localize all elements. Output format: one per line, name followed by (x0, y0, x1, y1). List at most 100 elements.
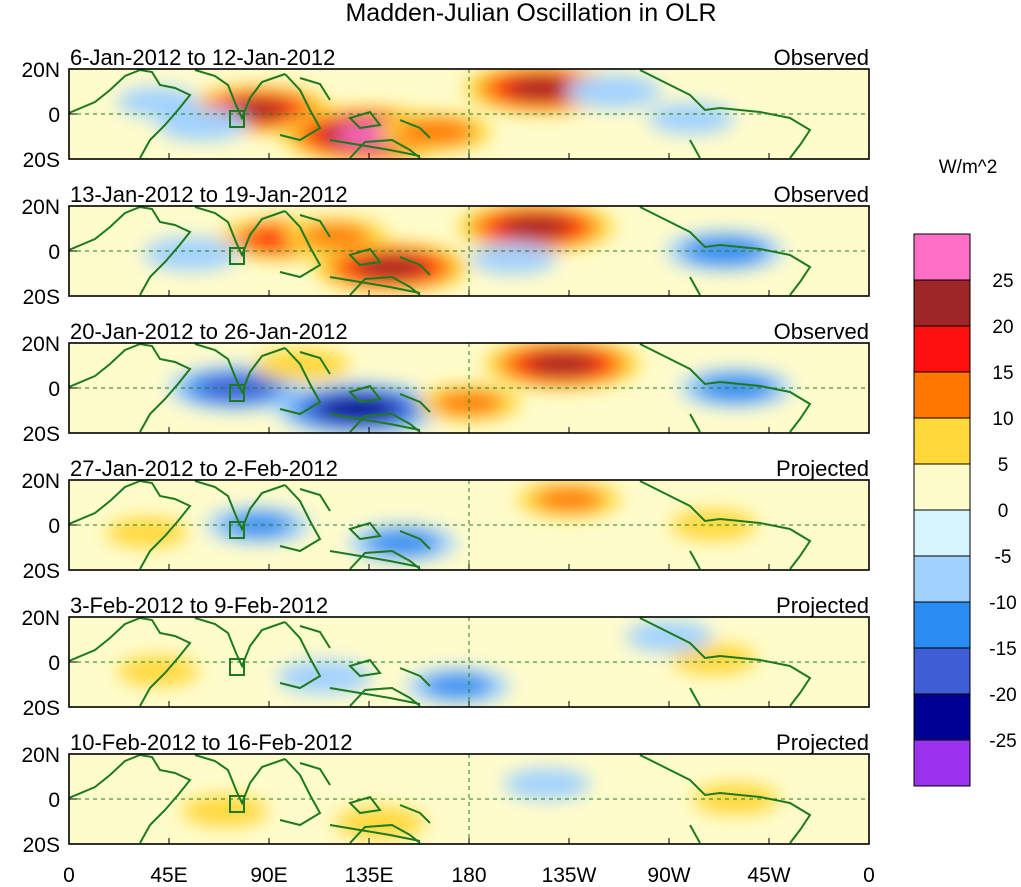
olr-anomaly (116, 87, 199, 117)
olr-anomaly (156, 108, 248, 141)
index-box (229, 110, 245, 128)
olr-anomaly (534, 487, 604, 512)
coastline (69, 69, 812, 159)
colorbar-units-label: W/m^2 (939, 157, 998, 178)
colorbar-label: 15 (992, 363, 1013, 384)
lat-tick-label: 20S (23, 149, 60, 172)
lat-tick-label: 0 (48, 515, 60, 538)
map-panel: 20N 0 20S 6-Jan-2012 to 12-Jan-2012 Observed (21, 45, 870, 172)
olr-anomaly (648, 102, 735, 135)
lat-tick-label: 20N (21, 196, 60, 219)
lon-tick-label: 135E (344, 864, 393, 887)
lat-tick-label: 20S (23, 697, 60, 720)
panel-status: Observed (774, 319, 869, 344)
olr-anomaly (670, 643, 757, 675)
olr-anomaly (181, 795, 268, 827)
colorbar-swatch (913, 555, 971, 603)
olr-anomaly (395, 118, 476, 146)
index-box (229, 247, 245, 265)
coastline (69, 617, 812, 707)
panel-date-range: 10-Feb-2012 to 16-Feb-2012 (70, 730, 353, 755)
olr-anomaly (565, 74, 662, 109)
panel-date-range: 27-Jan-2012 to 2-Feb-2012 (70, 456, 338, 481)
olr-anomaly (254, 348, 350, 383)
lat-tick-label: 0 (48, 652, 60, 675)
olr-anomaly (470, 242, 557, 275)
lat-tick-label: 0 (48, 789, 60, 812)
lon-tick-label: 90W (647, 864, 690, 887)
olr-anomaly (527, 352, 598, 376)
colorbar-swatch (913, 279, 971, 327)
panel-status: Projected (776, 730, 869, 755)
olr-field (69, 69, 869, 159)
colorbar-swatch (913, 739, 971, 787)
figure-title: Madden-Julian Oscillation in OLR (345, 0, 716, 27)
olr-anomaly (301, 224, 371, 248)
colorbar-label: 25 (992, 271, 1013, 292)
colorbar: W/m^2 25 20 15 10 5 0 -5 -10 -15 -20 -25 (913, 157, 1017, 787)
olr-anomaly (143, 237, 239, 271)
lon-axis: 0 45E 90E 135E 180 135W 90W 45W 0 (63, 864, 875, 887)
map-panels: 20N 0 20S 6-Jan-2012 to 12-Jan-2012 Observed… (21, 45, 870, 857)
panel-date-range: 6-Jan-2012 to 12-Jan-2012 (70, 45, 335, 70)
colorbar-swatch (913, 463, 971, 511)
panel-status: Projected (776, 456, 869, 481)
colorbar-label: 10 (992, 409, 1013, 430)
colorbar-label: -15 (989, 639, 1016, 660)
lon-tick-label: 45W (747, 864, 790, 887)
colorbar-swatch (913, 371, 971, 419)
olr-anomaly (500, 215, 571, 239)
colorbar-swatch (913, 509, 971, 557)
olr-anomaly (503, 768, 590, 800)
map-panel: 20N 0 20S 3-Feb-2012 to 9-Feb-2012 Projected (21, 593, 870, 720)
colorbar-swatch (913, 233, 971, 281)
lat-tick-label: 20S (23, 834, 60, 857)
lon-tick-label: 0 (63, 864, 75, 887)
index-box (229, 795, 245, 813)
olr-anomaly (625, 620, 713, 653)
panel-date-range: 20-Jan-2012 to 26-Jan-2012 (70, 319, 348, 344)
olr-anomaly (423, 674, 493, 698)
olr-anomaly (670, 509, 757, 541)
lat-tick-label: 0 (48, 104, 60, 127)
index-box (229, 658, 245, 676)
colorbar-label: 5 (998, 455, 1009, 476)
colorbar-label: -5 (995, 547, 1012, 568)
lon-tick-label: 90E (250, 864, 287, 887)
olr-anomaly (198, 375, 273, 401)
colorbar-swatch (913, 647, 971, 695)
colorbar-label: -10 (989, 593, 1016, 614)
lat-tick-label: 20N (21, 333, 60, 356)
colorbar-swatch (913, 417, 971, 465)
colorbar-swatch (913, 601, 971, 649)
panel-date-range: 3-Feb-2012 to 9-Feb-2012 (70, 593, 328, 618)
colorbar-label: -20 (989, 685, 1016, 706)
lon-tick-label: 0 (863, 864, 875, 887)
lat-tick-label: 20N (21, 744, 60, 767)
lat-tick-label: 20S (23, 560, 60, 583)
lon-tick-label: 180 (451, 864, 486, 887)
olr-anomaly (105, 517, 188, 548)
lat-tick-label: 20N (21, 59, 60, 82)
lat-tick-label: 0 (48, 241, 60, 264)
lat-tick-label: 0 (48, 378, 60, 401)
lon-tick-label: 45E (150, 864, 187, 887)
map-panel: 20N 0 20S 27-Jan-2012 to 2-Feb-2012 Projecte… (21, 456, 870, 583)
olr-field (69, 617, 869, 707)
olr-anomaly (116, 656, 199, 686)
colorbar-label: 0 (998, 501, 1009, 522)
lat-tick-label: 20N (21, 607, 60, 630)
colorbar-swatch (913, 693, 971, 741)
lat-tick-label: 20S (23, 286, 60, 309)
olr-anomaly (682, 236, 767, 266)
panel-status: Observed (774, 45, 869, 70)
colorbar-label: -25 (989, 731, 1016, 752)
lat-tick-label: 20S (23, 423, 60, 446)
map-panel: 20N 0 20S 20-Jan-2012 to 26-Jan-2012 Observe… (21, 319, 870, 446)
colorbar-label: 20 (992, 317, 1013, 338)
olr-anomaly (223, 513, 293, 537)
colorbar-swatch (913, 325, 971, 373)
index-box (229, 384, 245, 402)
lat-tick-label: 20N (21, 470, 60, 493)
